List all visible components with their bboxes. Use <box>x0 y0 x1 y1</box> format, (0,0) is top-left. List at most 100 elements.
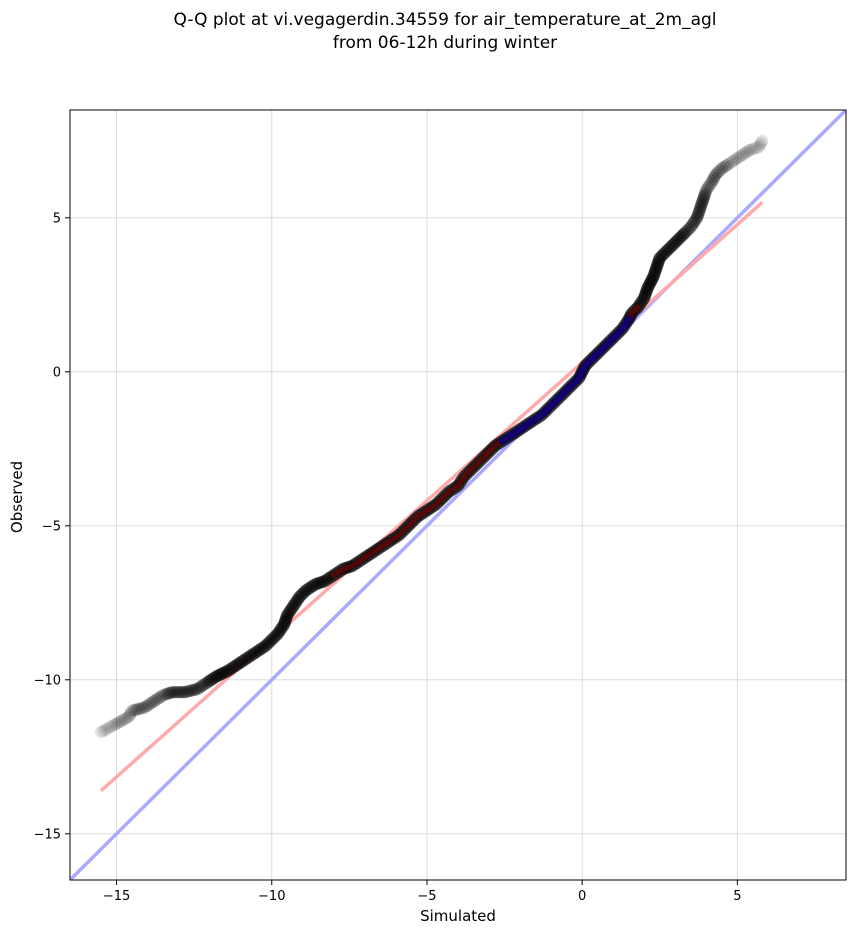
quantile-point <box>649 263 663 276</box>
quantile-point <box>217 666 231 679</box>
quantile-point <box>748 142 761 155</box>
quantile-point <box>659 245 673 258</box>
quantile-point <box>715 162 729 175</box>
y-tick-label: −15 <box>34 827 61 842</box>
quantile-point <box>724 156 738 169</box>
x-axis-ticks: −15 −10 −5 0 5 <box>103 880 742 904</box>
quantile-point <box>717 160 731 174</box>
quantile-point <box>163 686 177 700</box>
quantile-point <box>101 722 114 735</box>
quantile-point <box>242 650 256 664</box>
y-tick-label: −5 <box>42 519 61 534</box>
quantile-point <box>684 220 698 234</box>
x-tick-label: −10 <box>258 889 285 904</box>
quantile-point <box>694 199 708 213</box>
quantile-point <box>722 157 736 171</box>
quantile-point <box>674 231 687 244</box>
quantile-point <box>699 186 712 199</box>
y-axis-label: Observed <box>8 461 26 533</box>
quantile-point <box>696 193 710 206</box>
quantile-point <box>729 152 743 166</box>
quantile-point <box>280 611 293 624</box>
quantile-point <box>228 659 242 673</box>
quantile-point <box>734 149 747 163</box>
plot-frame <box>69 109 847 881</box>
quantile-point <box>168 685 182 699</box>
quantile-point <box>640 284 653 298</box>
central-quantile-band <box>331 304 641 578</box>
quantile-point <box>123 708 137 722</box>
quantile-point <box>185 683 199 697</box>
quantile-point <box>256 641 270 654</box>
quantile-point <box>233 656 247 670</box>
x-tick-label: 5 <box>733 889 741 904</box>
quantile-point <box>647 270 660 283</box>
y-tick-label: −10 <box>34 673 61 688</box>
quantile-point <box>315 575 329 589</box>
quantile-point <box>691 209 705 222</box>
quantile-point <box>713 164 727 177</box>
quantile-point <box>235 655 249 668</box>
quantile-point <box>280 608 294 622</box>
quantile-point <box>103 721 116 734</box>
quantile-point <box>213 668 227 681</box>
quantile-point <box>200 676 213 690</box>
quantile-point <box>107 718 121 732</box>
quantile-point <box>263 635 276 649</box>
quantile-point <box>122 710 136 724</box>
quantile-point <box>651 258 664 272</box>
quantile-point <box>306 579 320 593</box>
quantile-point <box>156 688 170 702</box>
quantile-point <box>140 699 154 713</box>
quantile-point <box>231 658 244 671</box>
quantile-point <box>648 267 661 281</box>
quantile-point <box>224 662 237 676</box>
quantile-point <box>318 574 331 588</box>
x-tick-label: −15 <box>103 889 130 904</box>
quantile-point <box>159 688 172 701</box>
quantile-point <box>274 622 288 636</box>
quantile-point <box>682 222 696 236</box>
quantile-point <box>207 671 220 685</box>
quantile-point <box>222 664 235 677</box>
quantile-point <box>197 678 211 691</box>
quantile-point <box>284 604 297 617</box>
quantile-point <box>161 687 175 700</box>
quantile-point <box>703 179 716 192</box>
identity-reference-line <box>70 110 846 880</box>
quantile-point <box>708 170 721 184</box>
quantile-point <box>138 701 151 714</box>
quantile-point <box>313 576 327 590</box>
quantile-point <box>111 716 125 729</box>
quantile-point <box>291 592 305 606</box>
quantile-point <box>642 280 655 293</box>
quantile-point <box>133 702 146 716</box>
quantile-point <box>195 679 209 693</box>
quantile-point <box>299 584 313 597</box>
quantile-point <box>135 701 149 715</box>
quantile-point <box>665 239 679 252</box>
quantile-point <box>678 226 691 240</box>
quantile-point <box>731 151 745 165</box>
quantile-point <box>676 228 689 242</box>
quantile-point <box>663 241 677 254</box>
points-layer <box>94 134 769 739</box>
quantile-point <box>693 202 707 215</box>
quantile-point <box>238 653 251 667</box>
quantile-point <box>738 146 752 160</box>
quantile-point <box>752 140 766 154</box>
quantile-point <box>285 601 299 615</box>
quantile-point <box>755 134 769 148</box>
quantile-point <box>145 696 158 710</box>
quantile-point <box>754 136 768 150</box>
quantile-point <box>259 639 272 653</box>
quantile-point <box>643 278 656 291</box>
quantile-point <box>293 590 306 603</box>
quantile-point <box>639 286 653 300</box>
quantile-point <box>650 260 663 274</box>
quantile-point <box>99 723 112 737</box>
fit-line <box>99 201 764 792</box>
quantile-point <box>736 148 750 161</box>
quantile-point <box>269 629 283 642</box>
quantile-point <box>696 195 709 208</box>
